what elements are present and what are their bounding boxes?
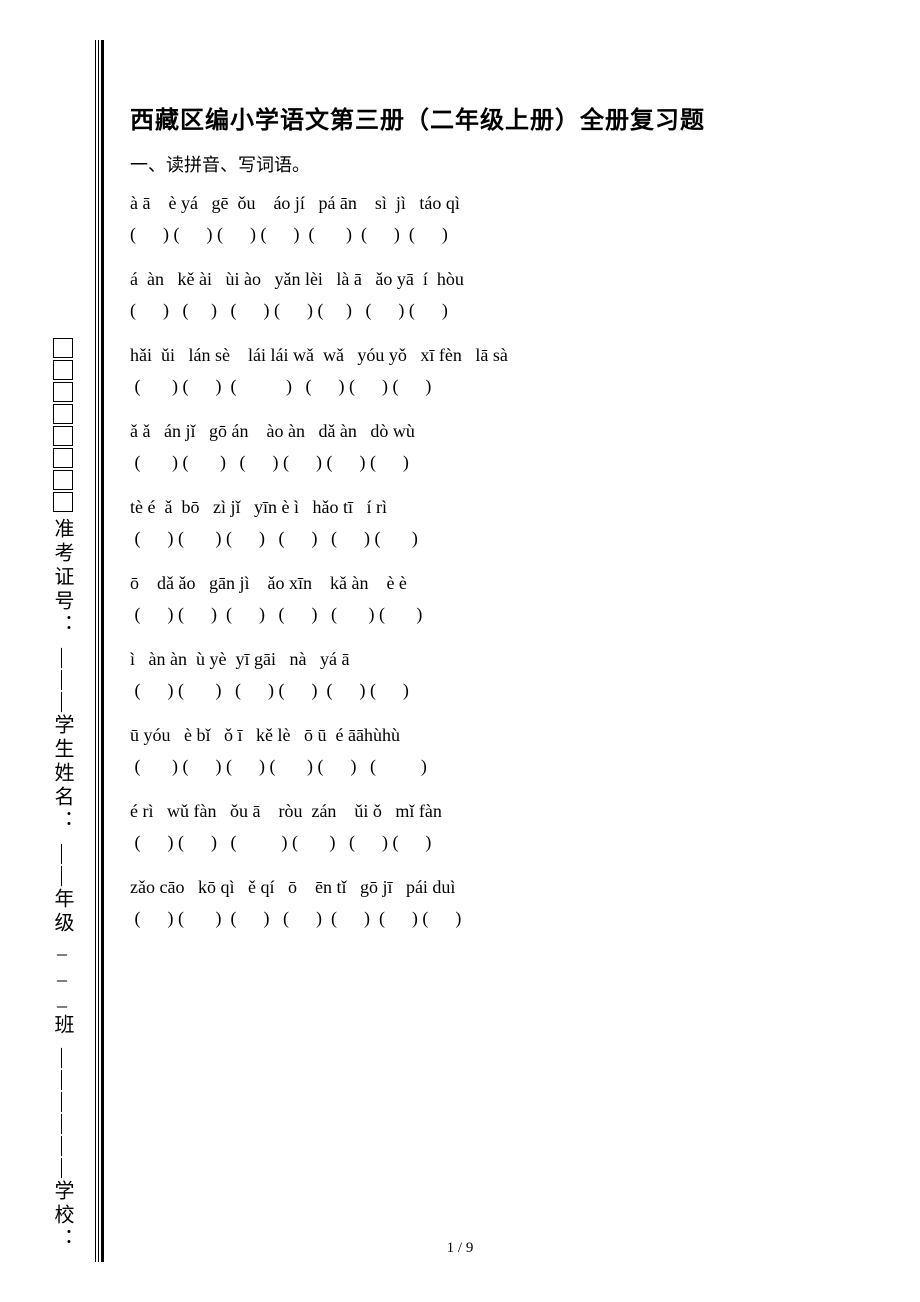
exercise-rows: à ā è yá gē ǒu áo jí pá ān sì jì táo qì (… bbox=[130, 193, 870, 929]
answer-blank-row[interactable]: ( ) ( ) ( ) ( ) ( ) ( ) ( ) bbox=[130, 300, 870, 321]
number-box[interactable] bbox=[53, 404, 73, 424]
pinyin-row: ū yóu è bǐ ǒ ī kě lè ō ū é āāhùhù bbox=[130, 725, 870, 746]
binding-line bbox=[98, 40, 99, 1262]
grade-class-label: 年级___班 bbox=[48, 888, 77, 1038]
admission-number-boxes bbox=[53, 338, 73, 512]
answer-blank-row[interactable]: ( ) ( ) ( ) ( ) ( ) ( ) bbox=[130, 528, 870, 549]
answer-blank-row[interactable]: ( ) ( ) ( ) ( ) ( ) ( ) ( ) bbox=[130, 224, 870, 245]
answer-blank-row[interactable]: ( ) ( ) ( ) ( ) ( ) ( ) bbox=[130, 452, 870, 473]
number-box[interactable] bbox=[53, 382, 73, 402]
pinyin-row: ǎ ǎ án jǐ gō án ào àn dǎ àn dò wù bbox=[130, 421, 870, 442]
divider-line: —— bbox=[51, 844, 74, 888]
student-name-label: 学生姓名： bbox=[48, 714, 77, 834]
pinyin-row: ō dǎ ǎo gān jì ǎo xīn kǎ àn è è bbox=[130, 573, 870, 594]
page-container: 准考证号： ——— 学生姓名： —— 年级___班 ——— ——— 学校： 西藏… bbox=[0, 0, 920, 1302]
admission-label: 准考证号： bbox=[48, 518, 77, 638]
binding-edge bbox=[95, 40, 109, 1262]
answer-blank-row[interactable]: ( ) ( ) ( ) ( ) ( ) ( ) bbox=[130, 680, 870, 701]
pinyin-row: é rì wǔ fàn ǒu ā ròu zán ǔi ǒ mǐ fàn bbox=[130, 801, 870, 822]
binding-line bbox=[95, 40, 96, 1262]
binding-thick-line bbox=[101, 40, 104, 1262]
pinyin-row: tè é ǎ bō zì jǐ yīn è ì hǎo tī í rì bbox=[130, 497, 870, 518]
section-heading: 一、读拼音、写词语。 bbox=[130, 151, 870, 177]
answer-blank-row[interactable]: ( ) ( ) ( ) ( ) ( ) ( ) bbox=[130, 756, 870, 777]
answer-blank-row[interactable]: ( ) ( ) ( ) ( ) ( ) ( ) bbox=[130, 832, 870, 853]
divider-line: ——— bbox=[51, 1114, 74, 1180]
number-box[interactable] bbox=[53, 360, 73, 380]
answer-blank-row[interactable]: ( ) ( ) ( ) ( ) ( ) ( ) bbox=[130, 376, 870, 397]
divider-line: ——— bbox=[51, 1048, 74, 1114]
content-area: 西藏区编小学语文第三册（二年级上册）全册复习题 一、读拼音、写词语。 à ā è… bbox=[130, 100, 870, 1242]
number-box[interactable] bbox=[53, 426, 73, 446]
pinyin-row: ì àn àn ù yè yī gāi nà yá ā bbox=[130, 649, 870, 670]
pinyin-row: á àn kě ài ùi ào yǎn lèi là ā ǎo yā í hò… bbox=[130, 269, 870, 290]
page-number: 1 / 9 bbox=[0, 1240, 920, 1257]
answer-blank-row[interactable]: ( ) ( ) ( ) ( ) ( ) ( ) bbox=[130, 604, 870, 625]
number-box[interactable] bbox=[53, 470, 73, 490]
number-box[interactable] bbox=[53, 448, 73, 468]
number-box[interactable] bbox=[53, 492, 73, 512]
pinyin-row: hǎi ǔi lán sè lái lái wǎ wǎ yóu yǒ xī fè… bbox=[130, 345, 870, 366]
divider-line: ——— bbox=[51, 648, 74, 714]
pinyin-row: à ā è yá gē ǒu áo jí pá ān sì jì táo qì bbox=[130, 193, 870, 214]
worksheet-title: 西藏区编小学语文第三册（二年级上册）全册复习题 bbox=[130, 100, 870, 135]
pinyin-row: zǎo cāo kō qì ě qí ō ēn tǐ gō jī pái duì bbox=[130, 877, 870, 898]
exam-sidebar: 准考证号： ——— 学生姓名： —— 年级___班 ——— ——— 学校： bbox=[30, 40, 95, 1262]
answer-blank-row[interactable]: ( ) ( ) ( ) ( ) ( ) ( ) ( ) bbox=[130, 908, 870, 929]
number-box[interactable] bbox=[53, 338, 73, 358]
